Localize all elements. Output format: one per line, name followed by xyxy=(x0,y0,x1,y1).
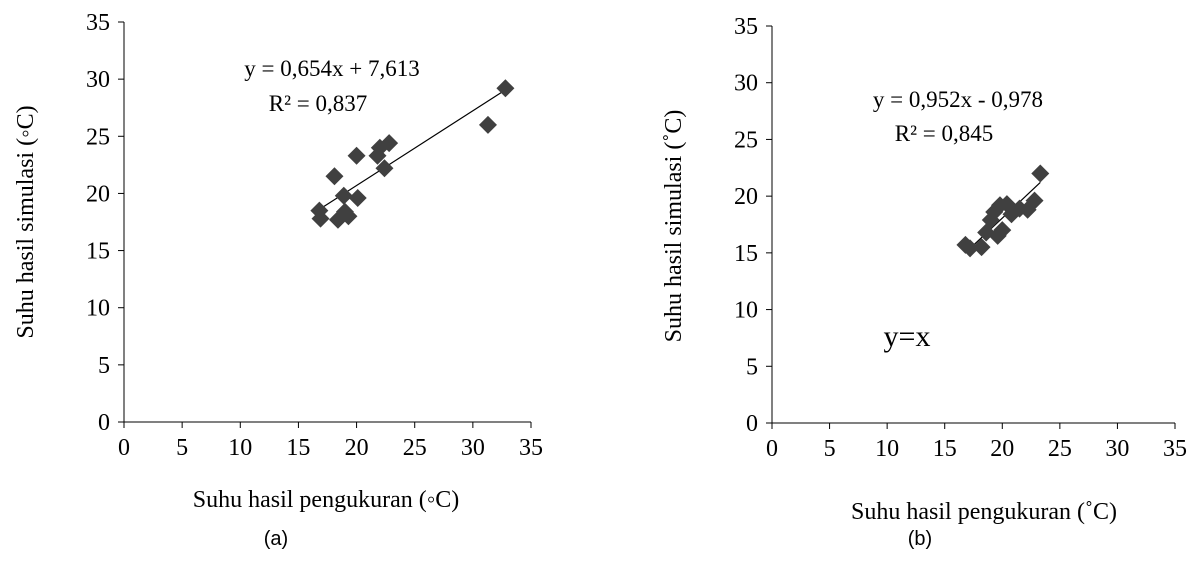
x-tick-label: 20 xyxy=(345,435,369,461)
y-tick-label: 20 xyxy=(86,181,110,207)
chart-panel-a: 0 5 10 15 20 25 30 35 0 5 10 15 20 25 30 35 Suhu hasil p… xyxy=(13,10,543,550)
y-tick-label: 30 xyxy=(734,71,758,97)
x-tick-label: 35 xyxy=(519,435,543,461)
data-point xyxy=(375,159,394,178)
data-point xyxy=(1031,164,1050,183)
y-tick-label: 0 xyxy=(98,410,110,436)
y-tick-label: 30 xyxy=(86,67,110,93)
x-tick-label: 20 xyxy=(990,436,1014,462)
data-point xyxy=(478,115,497,134)
y-tick-label: 15 xyxy=(86,239,110,265)
x-tick-label: 25 xyxy=(1048,436,1072,462)
x-tick-label: 30 xyxy=(461,435,485,461)
data-point xyxy=(972,238,991,257)
data-point xyxy=(496,79,515,98)
scatter-chart-b: 0 5 10 15 20 25 30 35 0 5 10 15 20 25 30 35 Suhu hasil p… xyxy=(661,14,1187,525)
chart-panel-b: 0 5 10 15 20 25 30 35 0 5 10 15 20 25 30 35 Suhu hasil p… xyxy=(598,0,1196,566)
x-tick-label: 10 xyxy=(875,436,899,462)
data-point xyxy=(325,167,344,186)
x-axis-title: Suhu hasil pengukuran (◦C) xyxy=(193,487,459,513)
data-point xyxy=(348,189,367,207)
y-tick-label: 10 xyxy=(734,298,758,324)
x-tick-label: 0 xyxy=(118,435,130,461)
scatter-chart-a: 0 5 10 15 20 25 30 35 0 5 10 15 20 25 30 35 Suhu hasil p… xyxy=(13,10,543,513)
data-point xyxy=(334,186,353,205)
x-tick-label: 30 xyxy=(1105,436,1129,462)
y-tick-label: 25 xyxy=(734,127,758,153)
data-point xyxy=(1018,200,1037,219)
y-tick-label: 5 xyxy=(98,353,110,379)
data-point xyxy=(347,146,366,165)
data-point xyxy=(1025,191,1044,210)
x-tick-label: 10 xyxy=(228,435,252,461)
data-point xyxy=(380,134,399,153)
r-squared-label: R² = 0,837 xyxy=(269,91,367,116)
regression-equation: y = 0,952x - 0,978 xyxy=(873,87,1043,112)
caption-b: (b) xyxy=(907,528,933,550)
y-axis-title: Suhu hasil simulasi (◦C) xyxy=(13,105,39,338)
y-tick-label: 10 xyxy=(86,296,110,322)
x-tick-label: 35 xyxy=(1163,436,1187,462)
trendline xyxy=(965,182,1041,254)
identity-line-annotation: y=x xyxy=(884,320,931,353)
x-tick-label: 5 xyxy=(824,436,836,462)
x-tick-label: 15 xyxy=(286,435,310,461)
trendline xyxy=(319,89,506,210)
caption-a: (a) xyxy=(263,528,289,550)
y-tick-label: 20 xyxy=(734,184,758,210)
y-tick-label: 5 xyxy=(746,354,758,380)
x-tick-label: 25 xyxy=(403,435,427,461)
y-tick-label: 25 xyxy=(86,124,110,150)
x-tick-label: 0 xyxy=(766,436,778,462)
y-tick-label: 35 xyxy=(734,14,758,40)
y-tick-label: 0 xyxy=(746,411,758,437)
data-point xyxy=(961,239,980,258)
regression-equation: y = 0,654x + 7,613 xyxy=(244,56,419,81)
data-point xyxy=(311,209,330,228)
x-tick-label: 15 xyxy=(933,436,957,462)
x-axis-title: Suhu hasil pengukuran (˚C) xyxy=(851,499,1117,525)
y-tick-label: 35 xyxy=(86,10,110,36)
data-point xyxy=(993,221,1012,240)
r-squared-label: R² = 0,845 xyxy=(895,121,993,146)
data-point xyxy=(339,207,358,226)
y-tick-label: 15 xyxy=(734,241,758,267)
x-tick-label: 5 xyxy=(176,435,188,461)
y-axis-title: Suhu hasil simulasi (˚C) xyxy=(661,110,687,343)
